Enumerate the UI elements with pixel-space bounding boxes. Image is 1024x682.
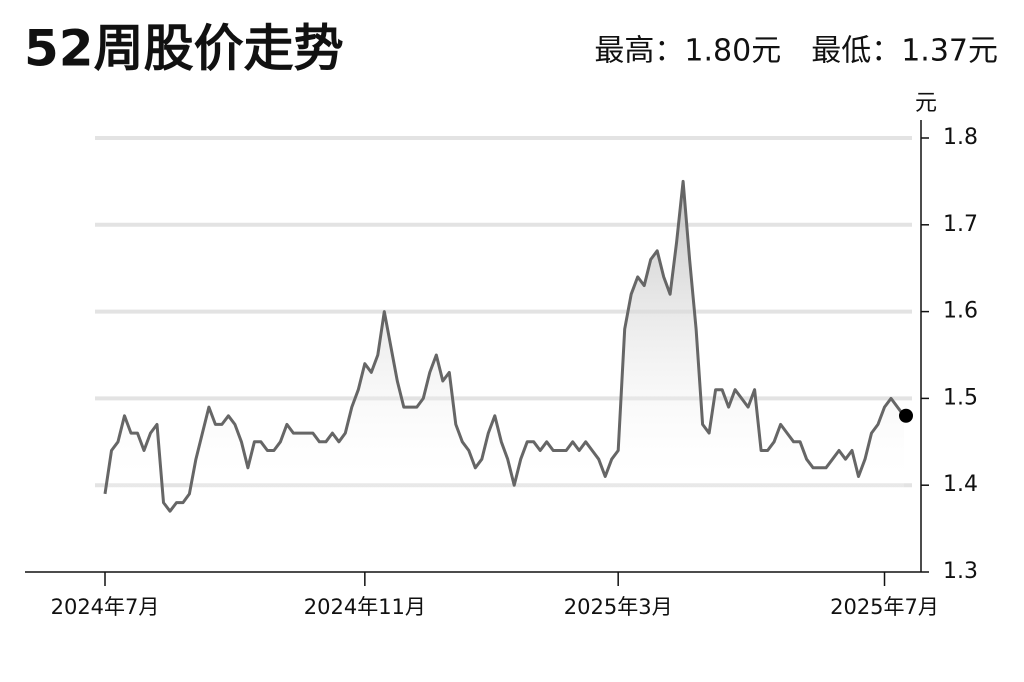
latest-point bbox=[899, 408, 913, 423]
line-area bbox=[105, 181, 904, 572]
y-tick-label: 1.7 bbox=[943, 212, 978, 237]
y-axis-unit: 元 bbox=[915, 91, 937, 116]
y-tick-label: 1.5 bbox=[943, 385, 978, 410]
y-tick-label: 1.3 bbox=[943, 559, 978, 584]
y-tick-label: 1.4 bbox=[943, 472, 978, 497]
x-tick-label: 2025年3月 bbox=[564, 595, 673, 619]
x-tick-label: 2025年7月 bbox=[830, 595, 939, 619]
chart-subtitle: 最高：1.80元 最低：1.37元 bbox=[594, 34, 998, 69]
y-tick-label: 1.8 bbox=[943, 125, 978, 150]
x-tick-label: 2024年7月 bbox=[51, 595, 160, 619]
x-tick-label: 2024年11月 bbox=[304, 595, 426, 619]
chart-title: 52周股价走势 bbox=[24, 20, 344, 78]
price-line bbox=[103, 179, 906, 513]
y-tick-label: 1.6 bbox=[943, 299, 978, 324]
